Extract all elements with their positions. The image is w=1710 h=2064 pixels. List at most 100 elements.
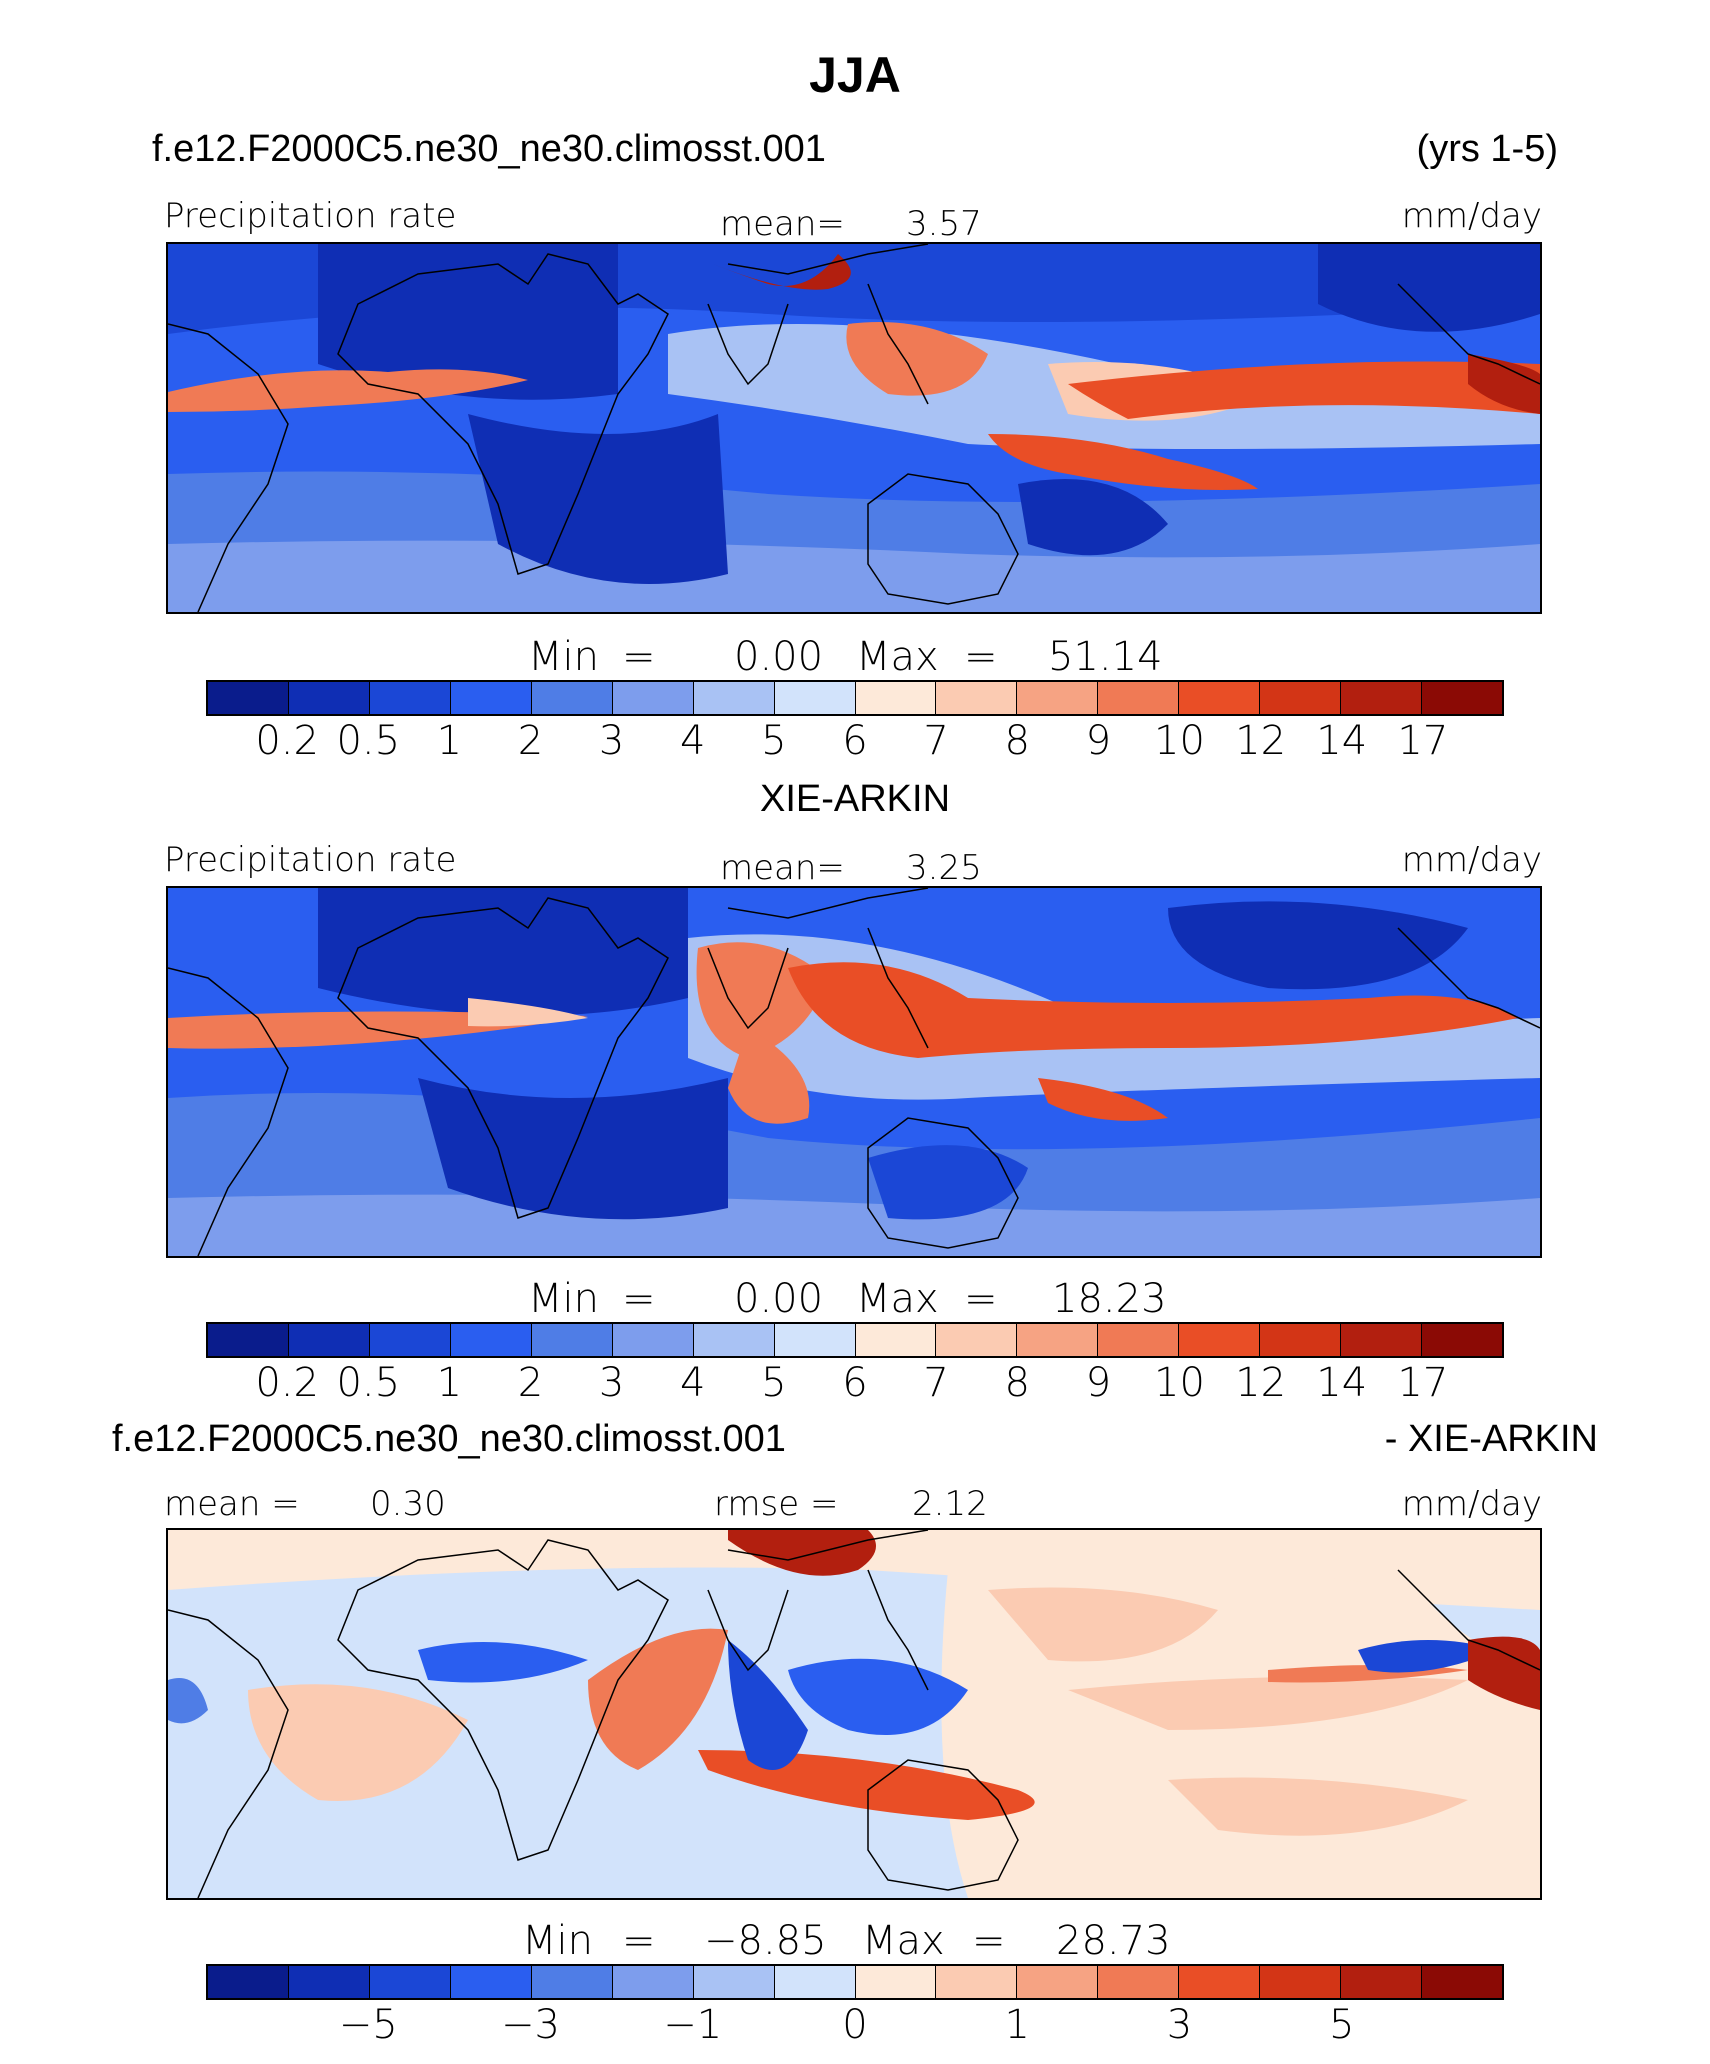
panel3-min-label: Min [522,1918,593,1964]
colorbar-swatch [450,1324,532,1356]
colorbar-tick-label: 14 [1316,718,1368,764]
panel2-colorbar-ticks: 0.2 0.5 1 2 3 4 5 6 7 8 9 10 12 14 17 [206,1360,1504,1410]
colorbar-swatch [1341,1324,1423,1356]
colorbar-swatch [369,682,451,714]
panel1-colorbar [206,680,1504,716]
colorbar-swatch [1260,1966,1342,1998]
colorbar-tick-label: 2 [517,718,544,764]
panel2-max-label: Max [856,1276,939,1322]
panel1-min-equals: = [622,634,656,680]
panel3-difference-map [166,1528,1542,1900]
colorbar-swatch [1179,1966,1261,1998]
colorbar-swatch [531,1966,613,1998]
colorbar-swatch [936,682,1018,714]
colorbar-swatch [369,1324,451,1356]
colorbar-tick-label: 5 [1329,2002,1355,2048]
colorbar-tick-label: 0.2 [255,718,319,764]
colorbar-tick-label: 8 [1004,1360,1030,1406]
colorbar-tick-label: 17 [1397,1360,1449,1406]
panel3-rmse-value: 2.12 [912,1484,988,1524]
colorbar-swatch [855,1966,937,1998]
colorbar-tick-label: −5 [338,2002,398,2048]
colorbar-swatch [208,1966,289,1998]
colorbar-tick-label: 14 [1316,1360,1368,1406]
colorbar-swatch [855,1324,937,1356]
panel2-precip-map [166,886,1542,1258]
panel3-max-label: Max [862,1918,945,1964]
colorbar-swatch [1422,1966,1502,1998]
panel1-min-value: 0.00 [734,634,824,680]
colorbar-swatch [693,682,775,714]
colorbar-tick-label: 0.2 [255,1360,319,1406]
panel3-mean-value: 0.30 [370,1484,446,1524]
colorbar-tick-label: −3 [501,2002,560,2048]
colorbar-swatch [936,1966,1018,1998]
panel3-dataset-label: f.e12.F2000C5.ne30_ne30.climosst.001 [112,1418,786,1460]
panel2-map-svg [168,888,1540,1256]
colorbar-tick-label: 2 [517,1360,544,1406]
colorbar-tick-label: 9 [1085,718,1112,764]
panel2-colorbar [206,1322,1504,1358]
panel1-units-label: mm/day [1401,196,1542,236]
colorbar-swatch [1179,682,1261,714]
colorbar-tick-label: 8 [1004,718,1030,764]
panel3-difference-label: - XIE-ARKIN [1384,1418,1598,1460]
colorbar-swatch [288,1966,370,1998]
colorbar-tick-label: 12 [1235,718,1287,764]
colorbar-tick-label: 3 [1166,2002,1193,2048]
colorbar-swatch [1017,682,1099,714]
colorbar-tick-label: 0 [842,2002,868,2048]
panel2-min-value: 0.00 [734,1276,824,1322]
colorbar-swatch [612,682,694,714]
colorbar-tick-label: 3 [598,718,625,764]
colorbar-swatch [1422,682,1502,714]
colorbar-swatch [1017,1966,1099,1998]
colorbar-swatch [369,1966,451,1998]
colorbar-tick-label: 3 [598,1360,625,1406]
colorbar-swatch [1422,1324,1502,1356]
panel3-max-equals: = [972,1918,1006,1964]
colorbar-tick-label: 10 [1154,718,1205,764]
panel2-max-equals: = [964,1276,998,1322]
panel1-dataset-label: f.e12.F2000C5.ne30_ne30.climosst.001 [152,128,826,170]
colorbar-tick-label: 4 [680,718,706,764]
panel3-units-label: mm/day [1401,1484,1542,1524]
colorbar-swatch [612,1966,694,1998]
panel3-max-value: 28.73 [1056,1918,1171,1964]
colorbar-tick-label: 6 [842,718,868,764]
panel1-max-label: Max [856,634,939,680]
panel1-min-label: Min [528,634,599,680]
panel1-max-value: 51.14 [1048,634,1163,680]
colorbar-swatch [208,1324,289,1356]
colorbar-tick-label: 1 [436,718,463,764]
colorbar-swatch [855,682,937,714]
panel3-mean-label: mean = [164,1484,300,1524]
page-title: JJA [809,47,901,103]
colorbar-tick-label: 17 [1397,718,1449,764]
panel3-colorbar-ticks: −5 −3 −1 0 1 3 5 [206,2002,1504,2052]
colorbar-swatch [1098,682,1180,714]
colorbar-tick-label: 5 [761,1360,787,1406]
panel2-mean-label: mean= [720,848,845,888]
panel1-colorbar-ticks: 0.2 0.5 1 2 3 4 5 6 7 8 9 10 12 14 17 [206,718,1504,768]
panel2-dataset-label: XIE-ARKIN [759,778,951,820]
panel3-colorbar [206,1964,1504,2000]
colorbar-tick-label: 9 [1085,1360,1112,1406]
colorbar-tick-label: 6 [842,1360,868,1406]
colorbar-swatch [693,1966,775,1998]
colorbar-swatch [1017,1324,1099,1356]
colorbar-swatch [936,1324,1018,1356]
colorbar-tick-label: 10 [1154,1360,1205,1406]
colorbar-tick-label: 12 [1235,1360,1287,1406]
colorbar-tick-label: 1 [436,1360,463,1406]
panel2-mean-value: 3.25 [906,848,982,888]
panel3-min-value: −8.85 [704,1918,827,1964]
colorbar-swatch [531,682,613,714]
panel1-mean-value: 3.57 [906,204,982,244]
colorbar-swatch [450,1966,532,1998]
colorbar-swatch [693,1324,775,1356]
colorbar-tick-label: 1 [1004,2002,1030,2048]
colorbar-swatch [774,682,856,714]
colorbar-swatch [288,682,370,714]
colorbar-tick-label: −1 [663,2002,723,2048]
